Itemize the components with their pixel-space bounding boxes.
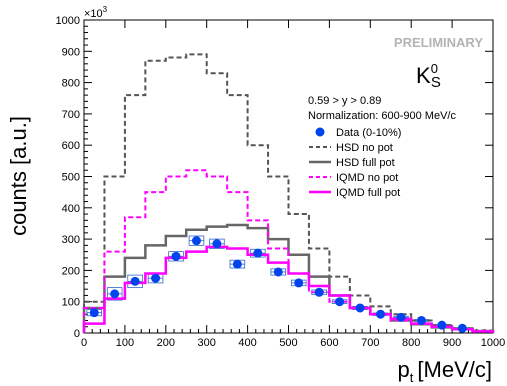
- data-point: [437, 320, 447, 330]
- series-hsd-no-pot: [83, 53, 494, 333]
- y-tick-label: 1000: [56, 15, 80, 27]
- y-tick-label: 400: [62, 203, 80, 215]
- model-curves: [82, 53, 495, 333]
- x-tick-label: 200: [157, 337, 175, 349]
- x-axis-title: pt [MeV/c]: [398, 357, 492, 385]
- x-tick-label: 0: [81, 337, 87, 349]
- x-tick-label: 800: [402, 337, 420, 349]
- y-tick-label: 900: [62, 46, 80, 58]
- data-point: [130, 276, 140, 286]
- x-tick-label: 400: [238, 337, 256, 349]
- data-point: [416, 315, 426, 325]
- y-tick-label: 100: [62, 297, 80, 309]
- data-point: [191, 236, 201, 246]
- data-point: [232, 259, 242, 269]
- data-point: [335, 297, 345, 307]
- y-tick-label: 0: [74, 328, 80, 340]
- x-tick-label: 900: [443, 337, 461, 349]
- x-tick-label: 600: [320, 337, 338, 349]
- x-tick-label: 100: [116, 337, 134, 349]
- y-axis-title: counts [a.u.]: [6, 116, 31, 236]
- legend: Data (0-10%) HSD no pot HSD full pot IQM…: [309, 127, 401, 199]
- rapidity-annotation: 0.59 > y > 0.89: [308, 95, 381, 107]
- legend-label-iqmd-full-pot: IQMD full pot: [336, 187, 400, 199]
- data-point: [89, 308, 99, 318]
- data-point: [294, 278, 304, 288]
- data-point: [171, 251, 181, 261]
- y-tick-label: 200: [62, 265, 80, 277]
- data-points: [89, 236, 467, 333]
- legend-label-iqmd-no-pot: IQMD no pot: [336, 172, 398, 184]
- data-point: [212, 239, 222, 249]
- y-tick-label: 700: [62, 109, 80, 121]
- axes: 0 100 200 300 400 500 600 700 800 900 1000 0 100 200 3…: [56, 15, 506, 349]
- data-point: [376, 309, 386, 319]
- legend-label-hsd-full-pot: HSD full pot: [336, 157, 395, 169]
- data-point: [151, 273, 161, 283]
- legend-label-hsd-no-pot: HSD no pot: [336, 142, 393, 154]
- particle-label: K0 S: [416, 61, 441, 91]
- data-point: [457, 323, 467, 333]
- series-iqmd-full-pot: [82, 245, 495, 333]
- data-point: [396, 312, 406, 322]
- x-tick-label: 500: [279, 337, 297, 349]
- data-point: [253, 248, 263, 258]
- data-point: [314, 287, 324, 297]
- y-tick-label: 800: [62, 78, 80, 90]
- data-point: [110, 289, 120, 299]
- legend-data-marker: [315, 127, 325, 137]
- x-tick-label: 300: [198, 337, 216, 349]
- data-point: [355, 303, 365, 313]
- y-multiplier: ×103: [84, 5, 108, 20]
- preliminary-label: PRELIMINARY: [394, 35, 483, 50]
- data-point: [273, 267, 283, 277]
- legend-label-data: Data (0-10%): [336, 127, 401, 139]
- x-tick-label: 1000: [481, 337, 505, 349]
- y-tick-label: 500: [62, 172, 80, 184]
- x-tick-label: 700: [361, 337, 379, 349]
- y-tick-label: 600: [62, 140, 80, 152]
- y-tick-label: 300: [62, 234, 80, 246]
- normalization-annotation: Normalization: 600-900 MeV/c: [308, 110, 456, 122]
